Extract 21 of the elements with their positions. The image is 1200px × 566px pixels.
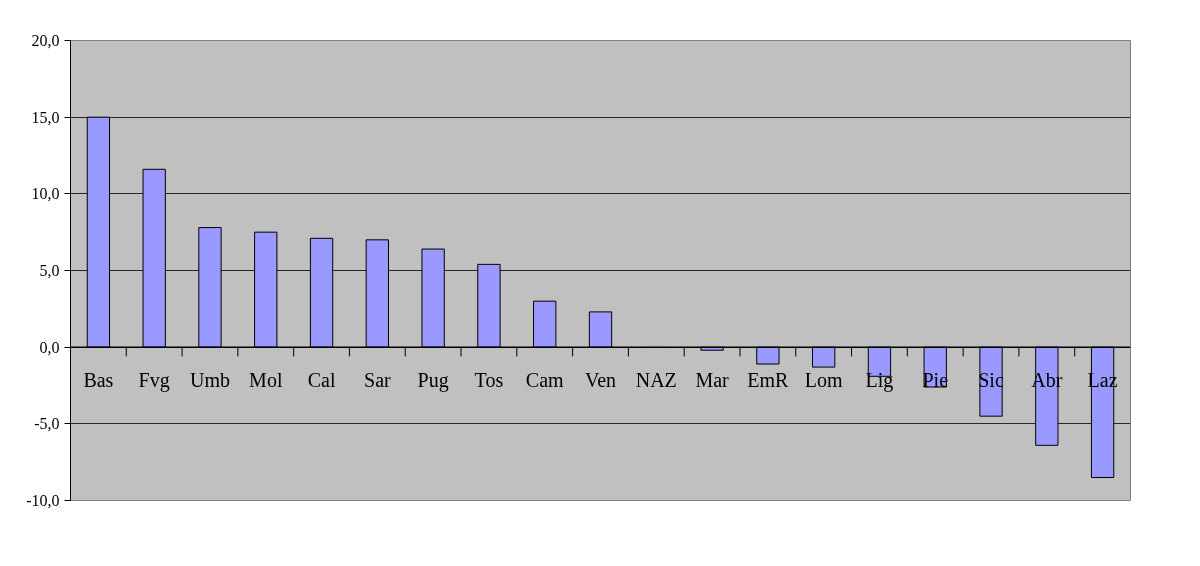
y-tick-label: 5,0	[39, 262, 60, 279]
y-tick-label: 15,0	[31, 108, 60, 126]
x-tick-label: Cam	[525, 369, 565, 392]
y-tick-label: -10,0	[26, 492, 60, 509]
x-tick-label: EmR	[747, 369, 790, 392]
y-tick-label: -5,0	[34, 415, 60, 433]
x-tick-label: Sar	[364, 369, 392, 392]
x-tick-label: Fvg	[138, 369, 170, 393]
y-tick-label: 20,0	[31, 32, 60, 49]
x-tick-label: Mol	[249, 369, 283, 392]
x-tick-label: Pug	[417, 369, 449, 393]
x-tick-label: Bas	[83, 369, 114, 392]
y-tick-label: 0,0	[39, 338, 60, 356]
y-tick-label: 10,0	[31, 185, 60, 203]
x-tick-label: Mar	[695, 369, 730, 392]
x-tick-label: Tos	[474, 369, 504, 392]
x-tick-label: Umb	[189, 369, 230, 392]
x-tick-label: NAZ	[635, 369, 677, 392]
x-tick-label: Ven	[584, 369, 617, 392]
x-tick-label: Lom	[804, 369, 843, 392]
x-tick-label: Cal	[307, 369, 336, 392]
